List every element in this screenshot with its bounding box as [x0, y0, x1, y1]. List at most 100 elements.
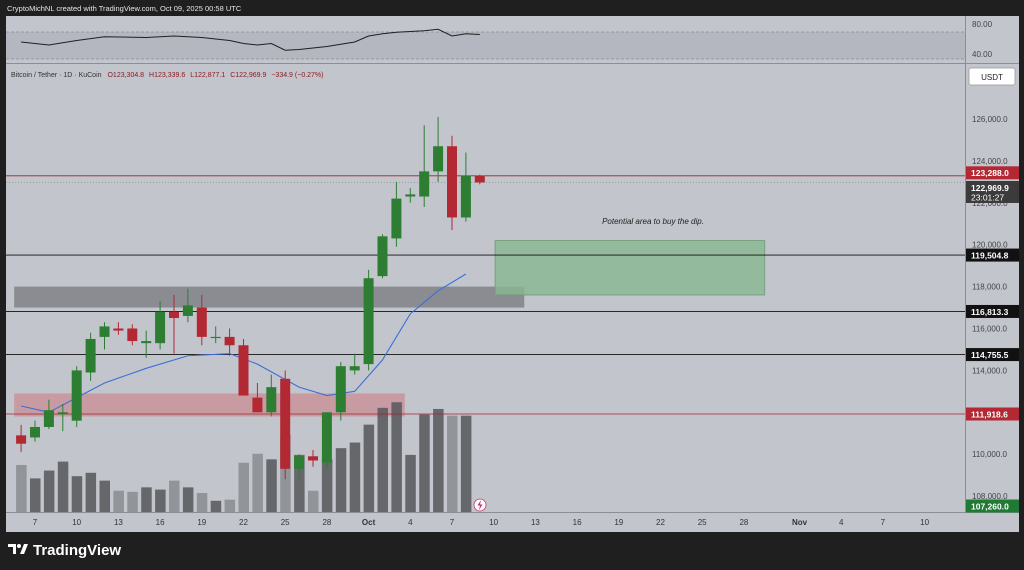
legend-high: H123,339.6 [149, 72, 185, 79]
legend-close: C122,969.9 [230, 72, 266, 79]
chart-frame: 80.00 40.00 Bitcoin / Tether · 1D · KuCo… [0, 15, 1024, 533]
moving-average-line [20, 273, 467, 413]
legend-low: L122,877.1 [190, 72, 225, 79]
x-tick: 16 [573, 518, 582, 527]
y-tick: 118,000.0 [972, 283, 1008, 292]
x-tick: 7 [881, 518, 886, 527]
candle-body [266, 387, 277, 413]
svg-text:Bitcoin / Tether · 1D · KuCoin: Bitcoin / Tether · 1D · KuCoin O123,304.… [11, 72, 324, 79]
price-label: 111,918.6 [971, 409, 1008, 419]
footer-brand-label: TradingView [33, 542, 122, 559]
price-label-box [966, 348, 1019, 362]
x-tick: 13 [531, 518, 540, 527]
x-tick: 7 [33, 518, 38, 527]
countdown-label: 23:01:27 [971, 192, 1004, 202]
volume-bar [377, 407, 388, 512]
lightning-icon[interactable] [473, 498, 487, 512]
oscillator-band [6, 32, 965, 59]
price-label: 119,504.8 [971, 250, 1009, 260]
volume-bar [447, 415, 458, 512]
y-tick: 122,000.0 [972, 199, 1008, 208]
x-tick: 7 [450, 518, 455, 527]
x-tick: Oct [362, 518, 376, 527]
tradingview-logo-icon [8, 543, 28, 558]
legend-change: −334.9 (−0.27%) [271, 72, 323, 79]
candle-body [182, 305, 193, 316]
x-tick: 10 [920, 518, 929, 527]
volume-bar [57, 461, 69, 512]
volume-bar [335, 448, 347, 512]
candle-body [419, 171, 430, 197]
y-tick: 114,000.0 [972, 366, 1008, 375]
volume-bar [85, 472, 97, 512]
candle-body [252, 397, 263, 413]
price-label-box [966, 180, 1019, 203]
candle-body [391, 198, 402, 239]
oscillator-line [21, 28, 480, 51]
candle-body [238, 345, 249, 396]
price-label-box [966, 166, 1019, 180]
volume-bar [71, 476, 83, 512]
candle-body [85, 338, 96, 373]
volume-bar [224, 499, 236, 512]
volume-bar [308, 490, 319, 512]
y-tick: 116,000.0 [972, 325, 1008, 334]
candle-body [335, 366, 346, 413]
price-label-box [966, 499, 1019, 513]
x-tick: Nov [792, 518, 808, 527]
volume-bar [127, 491, 138, 512]
price-label: 107,260.0 [971, 501, 1009, 511]
volume-bar [321, 459, 333, 512]
volume-bar [294, 454, 305, 512]
volume-bar [196, 492, 208, 512]
y-tick: 124,000.0 [972, 157, 1008, 166]
volume-bar [155, 489, 166, 512]
zone-red [14, 393, 405, 417]
x-tick: 22 [239, 518, 248, 527]
candle-body [99, 326, 110, 337]
candle-body [141, 341, 152, 344]
currency-label: USDT [981, 73, 1003, 82]
x-tick: 4 [839, 518, 844, 527]
volume-bar [210, 500, 222, 512]
candle-body [113, 328, 124, 331]
volume-bar [405, 454, 416, 512]
volume-bar [433, 408, 444, 512]
volume-bar [99, 480, 110, 512]
x-tick: 28 [739, 518, 748, 527]
candle-body [57, 412, 68, 415]
candle-body [196, 307, 207, 337]
price-label: 114,755.5 [971, 350, 1009, 360]
x-tick: 13 [114, 518, 123, 527]
x-tick: 10 [489, 518, 498, 527]
currency-button[interactable]: USDT [968, 67, 1016, 86]
y-tick: 110,000.0 [972, 450, 1008, 459]
volume-bar [238, 462, 249, 512]
volume-bar [419, 414, 430, 512]
volume-bar [43, 470, 55, 512]
x-tick: 16 [156, 518, 165, 527]
price-label-box [966, 407, 1019, 421]
volume-bar [252, 453, 263, 512]
candle-body [349, 366, 360, 371]
price-label: 123,288.0 [971, 168, 1009, 178]
candle-body [155, 311, 166, 344]
price-chart: 80.00 40.00 Bitcoin / Tether · 1D · KuCo… [0, 15, 1024, 533]
candle-body [474, 175, 485, 183]
candle-body [30, 426, 40, 438]
annotation-buy-dip: Potential area to buy the dip. [602, 217, 704, 226]
zone-gray [14, 286, 525, 308]
candle-body [447, 146, 457, 218]
y-tick: 126,000.0 [972, 115, 1008, 124]
candle-body [294, 456, 305, 469]
x-tick: 10 [72, 518, 81, 527]
candle-body [321, 412, 332, 463]
candle-body [460, 175, 471, 218]
candle-body [16, 435, 27, 444]
volume-bar [169, 480, 180, 512]
volume-bar [113, 490, 124, 512]
price-label-box [966, 248, 1019, 262]
candle-body [405, 194, 416, 197]
candle-body [280, 378, 291, 469]
candle-body [169, 311, 179, 319]
